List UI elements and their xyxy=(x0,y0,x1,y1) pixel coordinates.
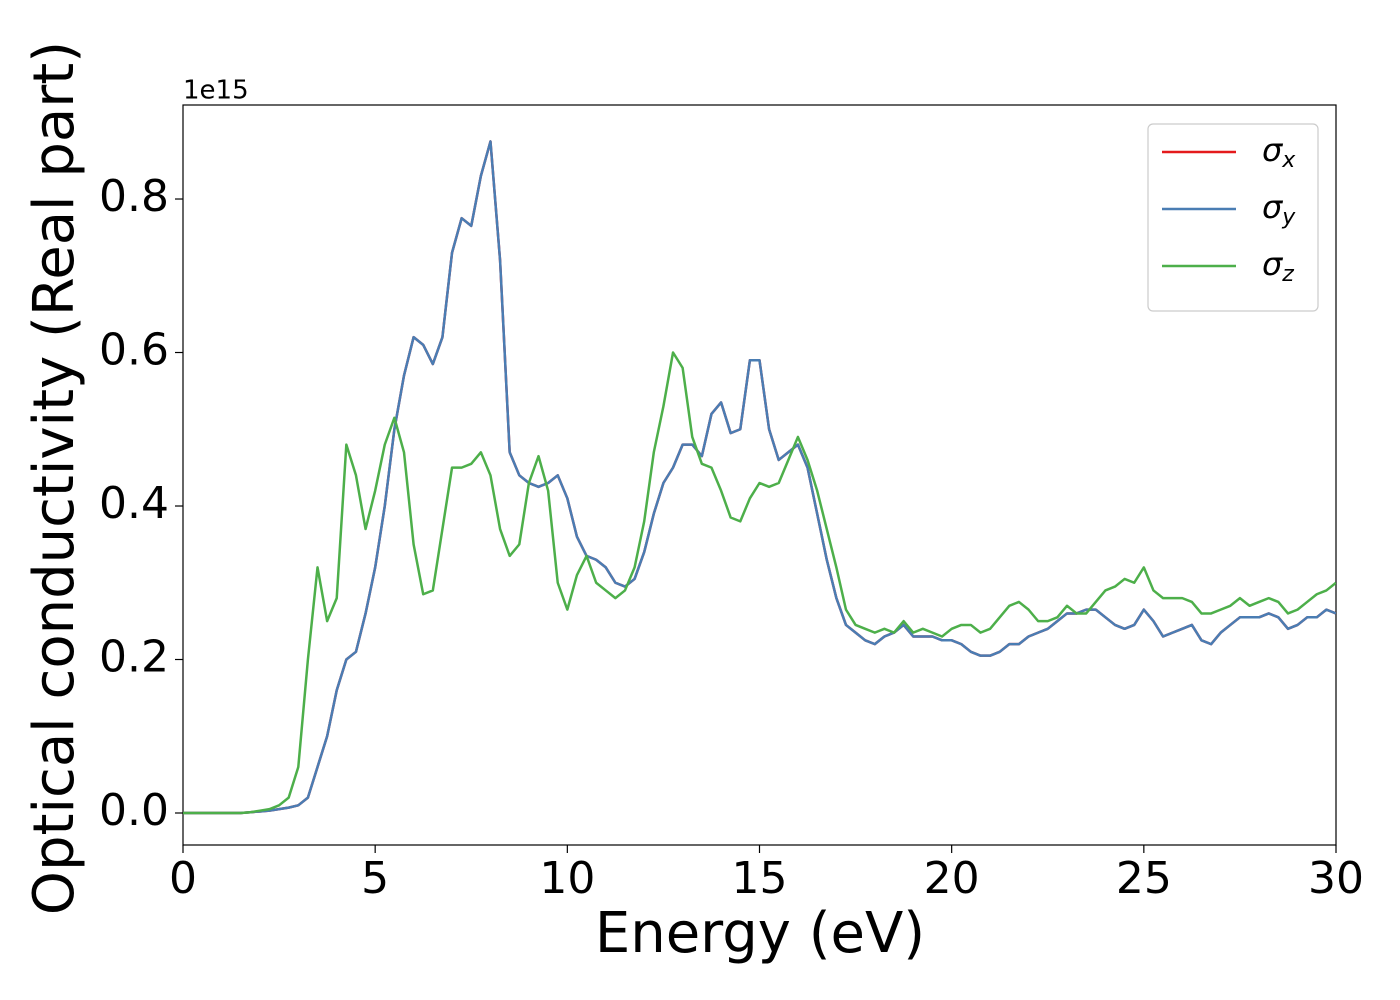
x-tick-label: 10 xyxy=(539,853,595,904)
legend-label: σy xyxy=(1262,188,1296,230)
legend-label: σx xyxy=(1262,131,1296,173)
x-tick-label: 15 xyxy=(732,853,788,904)
y-offset-label: 1e15 xyxy=(183,76,249,106)
y-tick-label: 0.2 xyxy=(99,632,169,683)
series-line xyxy=(183,351,1336,815)
y-tick-label: 0.0 xyxy=(99,785,169,836)
x-tick-label: 0 xyxy=(169,853,197,904)
x-tick-label: 30 xyxy=(1308,853,1364,904)
x-tick-label: 20 xyxy=(924,853,980,904)
y-tick-label: 0.4 xyxy=(99,478,169,529)
y-tick-label: 0.6 xyxy=(99,325,169,376)
x-tick-label: 5 xyxy=(361,853,389,904)
series-line xyxy=(183,140,1336,815)
legend-box xyxy=(1147,123,1319,312)
y-axis-label: Optical conductivity (Real part) xyxy=(22,41,87,915)
x-axis-label: Energy (eV) xyxy=(595,901,925,966)
legend-label: σz xyxy=(1262,245,1294,287)
y-tick-label: 0.8 xyxy=(99,171,169,222)
x-tick-label: 25 xyxy=(1116,853,1172,904)
